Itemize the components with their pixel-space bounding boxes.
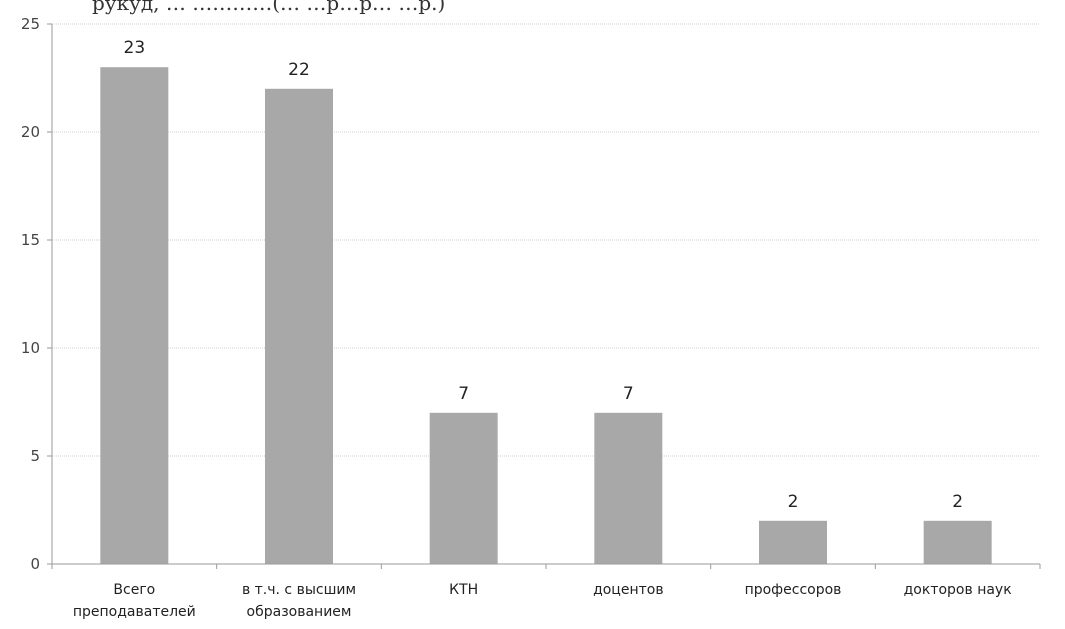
bar xyxy=(429,412,498,564)
y-tick-label: 0 xyxy=(30,555,40,573)
data-label: 2 xyxy=(952,492,963,512)
y-tick-label: 25 xyxy=(21,15,40,33)
y-tick-label: 10 xyxy=(21,339,40,357)
bar xyxy=(594,412,663,564)
data-label: 7 xyxy=(458,384,469,404)
x-tick-label: Всего преподавателей xyxy=(73,582,196,620)
x-tick-label: профессоров xyxy=(745,582,842,598)
y-axis: 0 5 10 15 20 25 xyxy=(21,15,53,573)
x-tick-label: докторов наук xyxy=(904,582,1012,598)
x-axis: Всего преподавателей в т.ч. с высшим образо… xyxy=(51,563,1041,620)
x-tick-label: в т.ч. с высшим образованием xyxy=(242,582,356,620)
gridlines xyxy=(52,23,1040,457)
y-tick-label: 20 xyxy=(21,123,40,141)
bar xyxy=(923,520,992,564)
data-label: 7 xyxy=(623,384,634,404)
data-label: 2 xyxy=(788,492,799,512)
data-label: 22 xyxy=(288,60,310,80)
x-tick-label: доцентов xyxy=(593,582,664,598)
bar xyxy=(100,67,169,564)
y-tick-label: 5 xyxy=(30,447,40,465)
data-label: 23 xyxy=(124,38,146,58)
y-tick-label: 15 xyxy=(21,231,40,249)
x-tick-label: КТН xyxy=(449,582,478,598)
bar xyxy=(759,520,827,564)
bar xyxy=(265,88,333,565)
page-header-fragment: рукуд, … …………(… …р…р… …р.) xyxy=(92,0,446,15)
